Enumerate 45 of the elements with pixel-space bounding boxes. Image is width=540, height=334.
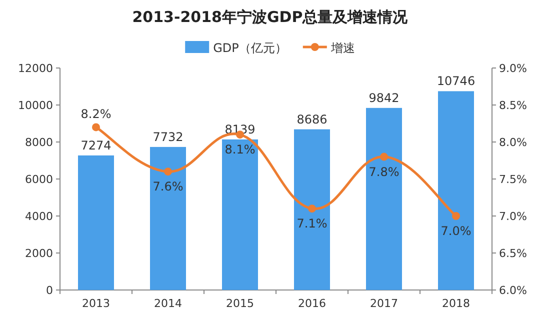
chart-title: 2013-2018年宁波GDP总量及增速情况 [132,8,409,26]
legend-label: 增速 [330,41,355,55]
y-tick-label: 10000 [18,99,53,112]
y-tick-label: 8000 [25,136,53,149]
point [92,123,100,132]
bar [438,91,474,290]
bar [366,108,402,290]
y2-tick-label: 8.0% [499,136,527,149]
x-tick-label: 2013 [82,297,110,310]
data-label: 7732 [152,130,184,144]
y2-tick-label: 8.5% [499,99,527,112]
bar [150,146,186,290]
data-label: 7.1% [296,216,328,231]
y-tick-label: 4000 [25,210,53,223]
data-label: 7.0% [440,224,472,238]
point [452,212,460,220]
y2-tick-label: 9.0% [499,62,527,75]
x-tick-label: 2015 [226,297,254,310]
x-tick-label: 2014 [154,297,182,310]
x-tick-label: 2016 [298,297,326,310]
y2-tick-label: 7.0% [499,210,527,223]
bar [78,155,114,290]
data-label: 7.8% [368,164,400,179]
y2-tick-label: 7.5% [499,173,527,186]
x-tick-label: 2018 [442,297,470,310]
point [380,152,388,161]
data-label: 8686 [296,112,328,126]
point [308,204,316,213]
y2-tick-label: 6.5% [499,247,527,260]
x-tick-label: 2017 [370,297,398,310]
data-label: 8.2% [80,107,112,122]
y-tick-label: 2000 [25,247,53,260]
data-label: 7.6% [152,180,184,194]
legend-label: GDP（亿元） [213,41,287,55]
bar [222,139,258,290]
data-label: 9842 [368,90,400,105]
y-tick-label: 0 [46,284,53,297]
y-tick-label: 6000 [25,173,53,186]
data-label: 8.1% [224,142,256,157]
bar [294,129,330,290]
y-tick-label: 12000 [18,62,53,75]
data-label: 10746 [436,74,476,88]
data-label: 7274 [80,138,112,152]
y2-tick-label: 6.0% [499,284,527,297]
point [164,168,172,176]
